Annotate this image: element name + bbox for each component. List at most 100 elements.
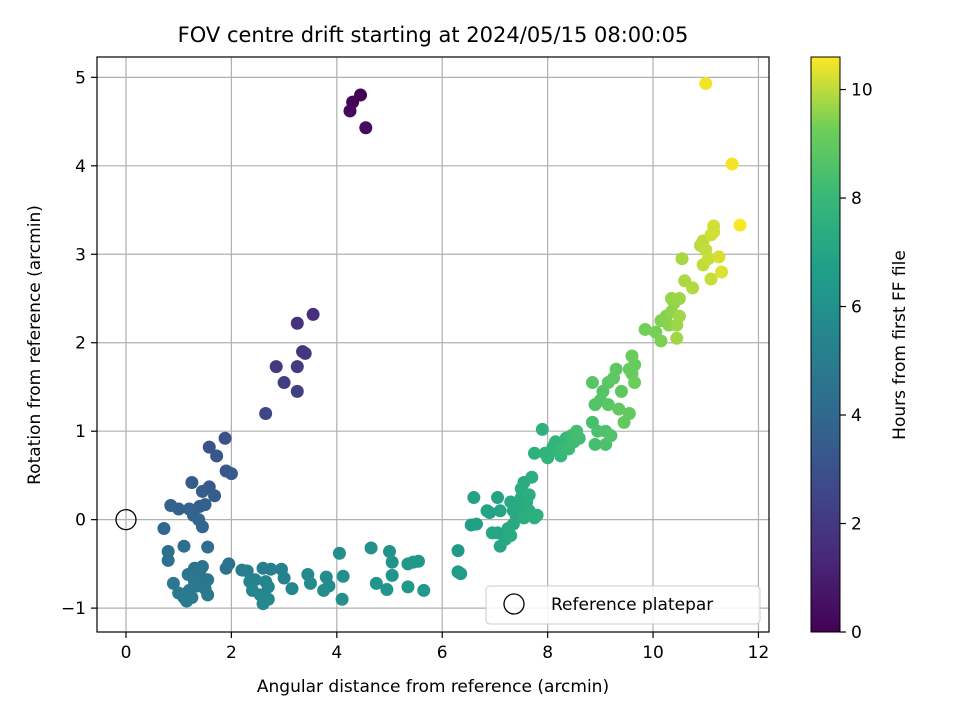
data-point <box>298 346 312 360</box>
y-axis-ticks: −1 0 1 2 3 4 5 <box>61 68 97 619</box>
y-tick-label: −1 <box>61 599 86 619</box>
data-point <box>654 334 668 348</box>
y-tick-label: 5 <box>75 68 86 88</box>
data-point <box>469 517 483 531</box>
data-point <box>335 592 349 606</box>
data-point <box>210 449 224 463</box>
data-point <box>601 398 615 412</box>
y-axis-label: Rotation from reference (arcmin) <box>25 205 45 485</box>
x-tick-label: 8 <box>542 643 553 663</box>
data-point <box>195 484 209 498</box>
data-point <box>699 77 713 91</box>
legend-box <box>485 585 761 625</box>
data-point <box>527 446 541 460</box>
x-tick-label: 4 <box>331 643 342 663</box>
y-tick-label: 0 <box>75 511 86 531</box>
y-tick-label: 2 <box>75 334 86 354</box>
data-point <box>707 225 721 239</box>
colorbar-tick-label: 2 <box>851 515 862 535</box>
data-point <box>177 539 191 553</box>
data-point <box>686 281 700 295</box>
data-point <box>506 517 520 531</box>
data-point <box>467 491 481 505</box>
data-point <box>504 529 518 543</box>
legend-label: Reference platepar <box>551 595 713 615</box>
data-point <box>369 576 383 590</box>
data-point <box>166 576 180 590</box>
data-point <box>219 561 233 575</box>
data-point <box>672 292 686 305</box>
data-point <box>332 546 346 560</box>
data-point <box>277 376 291 390</box>
data-point <box>264 562 278 576</box>
data-point <box>628 376 642 390</box>
data-point <box>604 429 618 443</box>
data-point <box>201 540 215 554</box>
data-point <box>704 272 718 286</box>
data-point <box>530 508 544 522</box>
data-point <box>306 307 320 321</box>
colorbar-tick-label: 4 <box>851 406 862 426</box>
grid-lines <box>97 57 769 632</box>
data-point <box>364 541 378 555</box>
y-tick-label: 1 <box>75 422 86 442</box>
data-point <box>172 502 186 516</box>
data-point <box>451 544 465 558</box>
x-axis-label: Angular distance from reference (arcmin) <box>257 677 609 697</box>
chart-title: FOV centre drift starting at 2024/05/15 … <box>178 23 689 47</box>
x-tick-label: 0 <box>121 643 132 663</box>
data-point <box>248 573 262 587</box>
legend: Reference platepar <box>485 585 761 625</box>
colorbar-tick-label: 10 <box>851 81 873 101</box>
data-point <box>622 407 636 420</box>
colorbar-ticks: 0 2 4 6 8 10 <box>840 81 873 643</box>
data-point <box>198 498 212 512</box>
colorbar-tick-label: 6 <box>851 298 862 318</box>
data-point <box>733 218 747 232</box>
data-point <box>224 467 238 481</box>
data-point <box>240 564 254 578</box>
data-point <box>208 489 222 503</box>
data-point <box>480 504 494 518</box>
data-point <box>269 360 283 374</box>
data-point <box>715 265 729 279</box>
data-point <box>383 545 397 558</box>
data-point <box>625 349 639 363</box>
data-point <box>517 511 531 525</box>
data-points <box>115 77 747 611</box>
data-point <box>701 252 715 266</box>
data-point <box>454 567 468 581</box>
x-tick-label: 2 <box>226 643 237 663</box>
data-point <box>259 407 273 420</box>
data-point <box>401 580 415 594</box>
data-point <box>285 582 299 596</box>
colorbar-frame <box>810 56 841 633</box>
colorbar-tick-label: 0 <box>851 623 862 643</box>
legend-marker <box>503 593 525 615</box>
x-tick-label: 10 <box>642 643 664 663</box>
data-point <box>570 424 584 438</box>
data-point <box>256 597 270 611</box>
data-point <box>491 491 505 505</box>
data-point <box>675 252 689 266</box>
data-point <box>317 583 331 597</box>
data-point <box>195 520 209 534</box>
data-point <box>614 384 628 398</box>
data-point <box>612 402 626 416</box>
x-axis-ticks: 0 2 4 6 8 10 12 <box>121 632 769 663</box>
data-point <box>712 250 726 264</box>
data-point <box>180 594 194 608</box>
colorbar: 0 2 4 6 8 10 Hours from first FF file <box>810 56 910 643</box>
colorbar-tick-label: 8 <box>851 189 862 209</box>
data-point <box>290 316 304 330</box>
data-point <box>585 376 599 390</box>
data-point <box>161 553 175 567</box>
data-point <box>201 588 215 602</box>
data-point <box>202 440 216 454</box>
data-point <box>359 121 373 135</box>
data-point <box>670 331 684 345</box>
data-point <box>185 476 199 489</box>
data-point <box>412 554 426 568</box>
data-point <box>385 555 399 569</box>
